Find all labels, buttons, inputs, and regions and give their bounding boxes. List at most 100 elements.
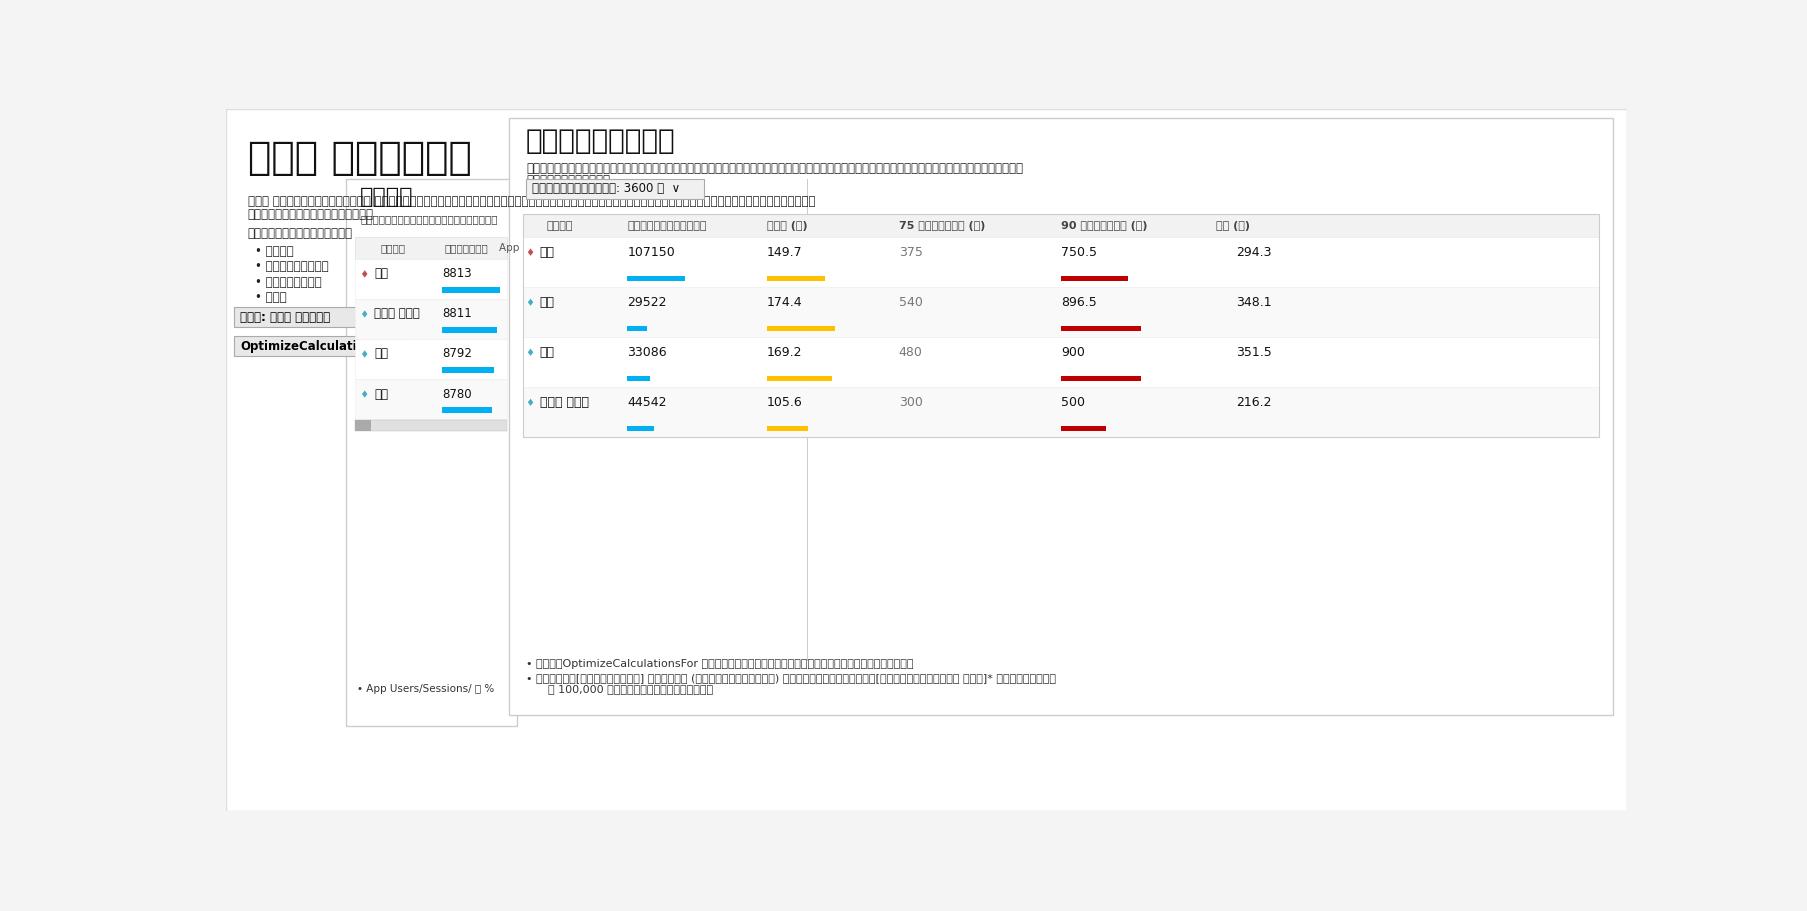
Polygon shape bbox=[528, 248, 533, 257]
Text: 平均 (秒): 平均 (秒) bbox=[1216, 220, 1250, 230]
Text: 300: 300 bbox=[898, 395, 922, 409]
Bar bbox=[522, 214, 1599, 437]
Text: 75 パーセンタイル (秒): 75 パーセンタイル (秒) bbox=[898, 220, 985, 230]
Bar bbox=[443, 287, 499, 292]
Bar bbox=[766, 326, 835, 331]
Text: App Use: App Use bbox=[499, 243, 542, 253]
Text: 107150: 107150 bbox=[627, 246, 674, 259]
Bar bbox=[522, 214, 1599, 237]
Text: 500: 500 bbox=[1061, 395, 1084, 409]
Bar bbox=[1061, 326, 1140, 331]
Polygon shape bbox=[361, 270, 369, 279]
Bar bbox=[443, 367, 493, 373]
Text: 全般: 全般 bbox=[540, 246, 555, 259]
Text: このレポートは顧客がページ上で滞在した時間を把握するのに役立ちます。通常ページでの滞在時間が長いことはエンゲージメントが高いことを意味し、一般: このレポートは顧客がページ上で滞在した時間を把握するのに役立ちます。通常ページで… bbox=[526, 162, 1023, 176]
Text: の 100,000 より少なくなる可能性があります。: の 100,000 より少なくなる可能性があります。 bbox=[548, 684, 712, 694]
Bar bbox=[356, 379, 508, 419]
Text: ページ名: ページ名 bbox=[379, 243, 405, 253]
Text: 216.2: 216.2 bbox=[1236, 395, 1270, 409]
Text: 8813: 8813 bbox=[443, 268, 472, 281]
Text: • 終了率: • 終了率 bbox=[255, 291, 287, 304]
Polygon shape bbox=[528, 398, 533, 407]
Text: 29522: 29522 bbox=[627, 296, 667, 309]
Bar bbox=[345, 179, 517, 726]
Bar bbox=[356, 420, 370, 431]
Text: ホーム ページ: ホーム ページ bbox=[540, 395, 589, 409]
Bar bbox=[443, 327, 497, 333]
Text: 348.1: 348.1 bbox=[1236, 296, 1270, 309]
Bar bbox=[1061, 425, 1106, 431]
Text: サンプリングされたページ: サンプリングされたページ bbox=[627, 220, 707, 230]
Text: 896.5: 896.5 bbox=[1061, 296, 1097, 309]
Bar bbox=[356, 339, 508, 379]
Text: 8811: 8811 bbox=[443, 307, 472, 321]
Text: OptimizeCalculations/: OptimizeCalculations/ bbox=[240, 340, 383, 353]
Text: • 計算にはOptimizeCalculationsFor パラメーターに基づいたサンプリングが使用される可能性があります。: • 計算にはOptimizeCalculationsFor パラメーターに基づい… bbox=[526, 659, 913, 669]
Text: このセクションを参照すると以下について理解し: このセクションを参照すると以下について理解し bbox=[360, 214, 497, 224]
Bar bbox=[522, 387, 1599, 437]
Polygon shape bbox=[361, 389, 369, 399]
Polygon shape bbox=[528, 348, 533, 357]
Polygon shape bbox=[361, 350, 369, 359]
Text: ホーム ページ: ホーム ページ bbox=[374, 307, 419, 321]
Text: 33086: 33086 bbox=[627, 346, 667, 359]
Text: 540: 540 bbox=[898, 296, 922, 309]
Text: テレメトリによって以下が: テレメトリによって以下が bbox=[248, 312, 331, 325]
Bar bbox=[522, 214, 1599, 237]
Bar bbox=[1061, 276, 1128, 281]
Text: 次を超える時間を無視する: 3600 秒  ∨: 次を超える時間を無視する: 3600 秒 ∨ bbox=[531, 182, 679, 195]
Bar bbox=[356, 237, 508, 259]
Text: 149.7: 149.7 bbox=[766, 246, 802, 259]
Bar bbox=[508, 118, 1612, 714]
Bar bbox=[522, 287, 1599, 337]
Bar bbox=[356, 259, 508, 299]
Bar bbox=[356, 299, 508, 339]
Text: 480: 480 bbox=[898, 346, 922, 359]
Text: • この計算では[ページでの滞在時間] に終了ページ (セッションの最後のページ) は考慮されません。このため、[サンプリングされたページ ビュー]* 列はサン: • この計算では[ページでの滞在時間] に終了ページ (セッションの最後のページ… bbox=[526, 673, 1055, 683]
Text: • 使用状況: • 使用状況 bbox=[255, 245, 295, 258]
Text: 中央値 (秒): 中央値 (秒) bbox=[766, 220, 808, 230]
Text: ページ ビューはアプリ内でのユーザー アクティビティに対応します。ユーザーがどのようにページを操作しているかを理解することでアプリの動作と改善が必要な部分につい: ページ ビューはアプリ内でのユーザー アクティビティに対応します。ユーザーがどの… bbox=[248, 195, 815, 208]
Bar bbox=[766, 375, 831, 381]
Text: 一意のユーザー: 一意のユーザー bbox=[445, 243, 488, 253]
Bar bbox=[526, 179, 703, 199]
Text: 作成: 作成 bbox=[540, 296, 555, 309]
Bar bbox=[766, 276, 826, 281]
Bar bbox=[627, 326, 647, 331]
Text: このレポートを参照すると以下の: このレポートを参照すると以下の bbox=[248, 227, 352, 241]
Text: 優れた分析情報を得ることができます。: 優れた分析情報を得ることができます。 bbox=[248, 208, 374, 220]
Text: ページ ビューの分析: ページ ビューの分析 bbox=[248, 139, 472, 178]
Text: 作成: 作成 bbox=[374, 347, 389, 361]
Text: 351.5: 351.5 bbox=[1236, 346, 1270, 359]
Text: 8780: 8780 bbox=[443, 387, 472, 401]
Text: 750.5: 750.5 bbox=[1061, 246, 1097, 259]
Bar bbox=[766, 425, 808, 431]
Text: 90 パーセンタイル (秒): 90 パーセンタイル (秒) bbox=[1061, 220, 1147, 230]
Bar bbox=[627, 276, 685, 281]
Bar bbox=[233, 307, 405, 327]
Polygon shape bbox=[528, 298, 533, 307]
Text: 169.2: 169.2 bbox=[766, 346, 802, 359]
Text: 使用状況: 使用状況 bbox=[360, 187, 414, 207]
Text: 174.4: 174.4 bbox=[766, 296, 802, 309]
Bar bbox=[356, 420, 508, 431]
Bar bbox=[1061, 375, 1140, 381]
Text: • ページでの滞在時間: • ページでの滞在時間 bbox=[255, 261, 329, 273]
Bar bbox=[233, 336, 405, 356]
Text: ページ: ホーム ページ作成: ページ: ホーム ページ作成 bbox=[240, 311, 331, 323]
Polygon shape bbox=[361, 310, 369, 319]
Text: 375: 375 bbox=[898, 246, 922, 259]
Text: • 最初に利用するま: • 最初に利用するま bbox=[255, 276, 322, 289]
Text: 説明: 説明 bbox=[374, 387, 389, 401]
Text: ページ名: ページ名 bbox=[546, 220, 573, 230]
Text: 説明: 説明 bbox=[540, 346, 555, 359]
Text: 105.6: 105.6 bbox=[766, 395, 802, 409]
Text: ページでの滞在時間: ページでの滞在時間 bbox=[526, 127, 676, 155]
Text: 900: 900 bbox=[1061, 346, 1084, 359]
Text: • App Users/Sessions/ の %: • App Users/Sessions/ の % bbox=[356, 684, 493, 694]
Text: 44542: 44542 bbox=[627, 395, 667, 409]
Bar bbox=[522, 237, 1599, 287]
Bar bbox=[627, 425, 654, 431]
Bar bbox=[443, 407, 492, 413]
Bar bbox=[627, 375, 649, 381]
